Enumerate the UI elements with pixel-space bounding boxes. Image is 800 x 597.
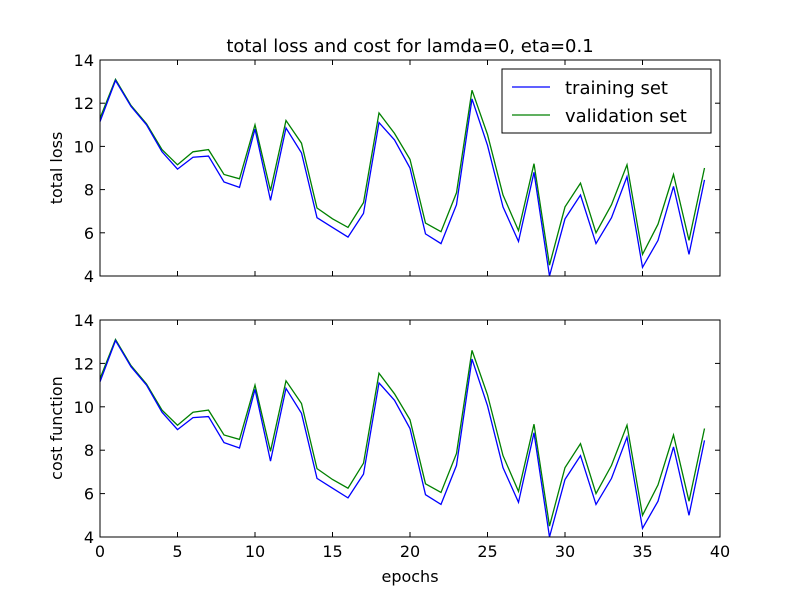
y-tick-label: 10	[74, 137, 94, 156]
panel-2: 4 6 8 10 12 14 0 5 10 15 20 25 30 35 40 cost function ep…	[47, 311, 730, 586]
series-line-validation	[99, 77, 706, 266]
y-tick-label: 10	[74, 398, 94, 417]
chart-title: total loss and cost for lamda=0, eta=0.1	[226, 36, 593, 57]
y-tick-label: 14	[74, 51, 94, 70]
x-tick-label: 25	[477, 542, 497, 561]
y-tick-label: 6	[84, 224, 94, 243]
x-tick-label: 40	[710, 542, 730, 561]
legend: training set validation set	[501, 68, 712, 134]
y-tick-label: 4	[84, 267, 94, 286]
series-line-validation	[99, 338, 706, 527]
y-tick-label: 8	[84, 441, 94, 460]
y-tick-label: 8	[84, 181, 94, 200]
x-tick-label: 15	[322, 542, 342, 561]
legend-box	[501, 68, 712, 134]
y-axis-label: cost function	[47, 376, 66, 480]
x-tick-label: 30	[555, 542, 575, 561]
y-tick-label: 14	[74, 311, 94, 330]
x-tick-label: 0	[95, 542, 105, 561]
y-axis-label: total loss	[47, 132, 66, 205]
series-line-training	[99, 79, 706, 277]
y-tick-label: 12	[74, 354, 94, 373]
y-tick-label: 12	[74, 94, 94, 113]
y-tick-label: 4	[84, 528, 94, 547]
x-tick-label: 35	[632, 542, 652, 561]
series-line-training	[99, 339, 706, 538]
x-axis-label: epochs	[381, 567, 438, 586]
legend-label: validation set	[565, 106, 687, 127]
x-tick-label: 10	[245, 542, 265, 561]
y-tick-label: 6	[84, 485, 94, 504]
panel-1: 4 6 8 10 12 14 total loss training set validatio…	[47, 51, 721, 286]
legend-label: training set	[565, 78, 668, 99]
x-tick-label: 5	[172, 542, 182, 561]
x-tick-label: 20	[400, 542, 420, 561]
